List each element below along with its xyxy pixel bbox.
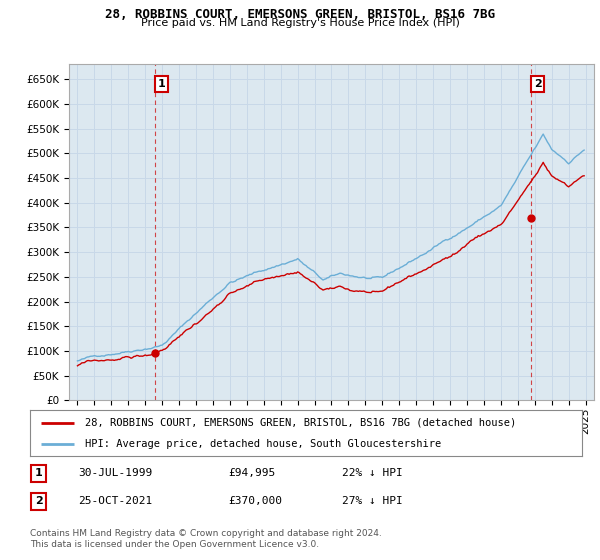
Text: Price paid vs. HM Land Registry's House Price Index (HPI): Price paid vs. HM Land Registry's House … bbox=[140, 18, 460, 29]
Text: HPI: Average price, detached house, South Gloucestershire: HPI: Average price, detached house, Sout… bbox=[85, 439, 442, 449]
Text: 27% ↓ HPI: 27% ↓ HPI bbox=[342, 496, 403, 506]
Text: 25-OCT-2021: 25-OCT-2021 bbox=[78, 496, 152, 506]
Text: 22% ↓ HPI: 22% ↓ HPI bbox=[342, 468, 403, 478]
Text: £94,995: £94,995 bbox=[228, 468, 275, 478]
Text: Contains HM Land Registry data © Crown copyright and database right 2024.
This d: Contains HM Land Registry data © Crown c… bbox=[30, 529, 382, 549]
Text: 1: 1 bbox=[35, 468, 43, 478]
Text: 28, ROBBINS COURT, EMERSONS GREEN, BRISTOL, BS16 7BG: 28, ROBBINS COURT, EMERSONS GREEN, BRIST… bbox=[105, 8, 495, 21]
Text: 2: 2 bbox=[534, 79, 541, 89]
Text: 2: 2 bbox=[35, 496, 43, 506]
Text: 28, ROBBINS COURT, EMERSONS GREEN, BRISTOL, BS16 7BG (detached house): 28, ROBBINS COURT, EMERSONS GREEN, BRIST… bbox=[85, 418, 517, 428]
Text: 30-JUL-1999: 30-JUL-1999 bbox=[78, 468, 152, 478]
Text: £370,000: £370,000 bbox=[228, 496, 282, 506]
Text: 1: 1 bbox=[158, 79, 166, 89]
